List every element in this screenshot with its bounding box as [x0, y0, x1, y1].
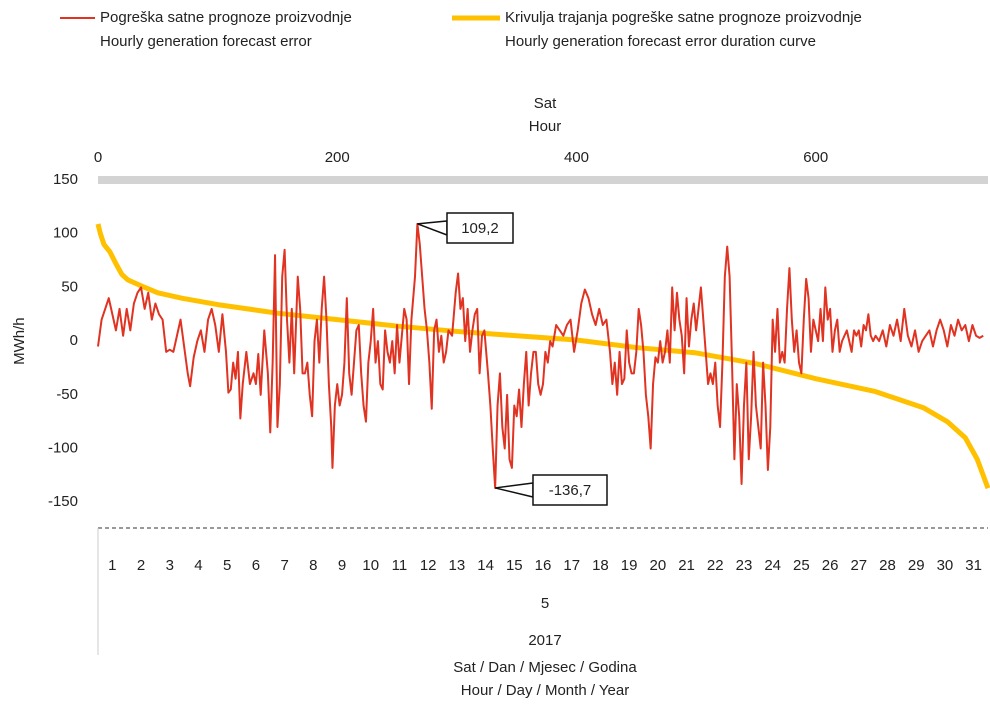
- day-label: 30: [937, 557, 954, 574]
- legend-label: Hourly generation forecast error: [100, 33, 312, 50]
- y-tick-label: 0: [70, 332, 78, 349]
- callout-box: [532, 474, 608, 506]
- y-axis-title: MWh/h: [11, 317, 28, 365]
- callout-label: -136,7: [549, 482, 592, 499]
- x-tick-label: 600: [803, 149, 828, 166]
- day-label: 19: [621, 557, 638, 574]
- day-label: 10: [362, 557, 379, 574]
- day-label: 5: [223, 557, 231, 574]
- day-label: 2: [137, 557, 145, 574]
- month-label: 5: [541, 595, 549, 612]
- x-tick-label: 200: [325, 149, 350, 166]
- series-line: [97, 222, 984, 489]
- series-line: [95, 223, 990, 490]
- day-label: 16: [535, 557, 552, 574]
- callout-box: [446, 212, 514, 244]
- x-tick-label: 400: [564, 149, 589, 166]
- x-tick-label: 0: [94, 149, 102, 166]
- day-label: 7: [280, 557, 288, 574]
- y-tick-label: -50: [56, 386, 78, 403]
- day-label: 26: [822, 557, 839, 574]
- y-tick-label: 50: [61, 278, 78, 295]
- day-label: 3: [166, 557, 174, 574]
- day-label: 11: [392, 557, 408, 574]
- day-label: 1: [108, 557, 116, 574]
- x-axis-title: Hour / Day / Month / Year: [461, 682, 629, 699]
- day-label: 9: [338, 557, 346, 574]
- callout-pointer: [417, 220, 448, 237]
- day-label: 29: [908, 557, 925, 574]
- legend-label: Krivulja trajanja pogreške satne prognoz…: [505, 9, 862, 26]
- day-label: 14: [477, 557, 494, 574]
- legend-label: Pogreška satne prognoze proizvodnje: [100, 9, 352, 26]
- day-label: 20: [649, 557, 666, 574]
- day-label: 15: [506, 557, 523, 574]
- callout-pointer: [494, 482, 534, 498]
- day-label: 31: [965, 557, 982, 574]
- legend-label: Hourly generation forecast error duratio…: [505, 33, 816, 50]
- day-label: 17: [563, 557, 580, 574]
- x-axis-title: Sat / Dan / Mjesec / Godina: [453, 659, 637, 676]
- day-label: 12: [420, 557, 437, 574]
- y-tick-label: 150: [53, 171, 78, 188]
- y-tick-label: -100: [48, 439, 78, 456]
- callout-label: 109,2: [461, 220, 499, 237]
- day-label: 24: [764, 557, 781, 574]
- day-label: 23: [736, 557, 753, 574]
- day-label: 13: [449, 557, 466, 574]
- y-tick-label: -150: [48, 493, 78, 510]
- day-label: 18: [592, 557, 609, 574]
- day-label: 4: [194, 557, 202, 574]
- top-axis-title: Sat: [534, 95, 557, 112]
- day-label: 28: [879, 557, 896, 574]
- day-label: 27: [850, 557, 867, 574]
- day-label: 21: [678, 557, 695, 574]
- day-label: 6: [252, 557, 260, 574]
- top-axis-title: Hour: [529, 118, 562, 135]
- y-tick-label: 100: [53, 225, 78, 242]
- day-label: 8: [309, 557, 317, 574]
- year-label: 2017: [528, 632, 561, 649]
- day-label: 22: [707, 557, 724, 574]
- day-label: 25: [793, 557, 810, 574]
